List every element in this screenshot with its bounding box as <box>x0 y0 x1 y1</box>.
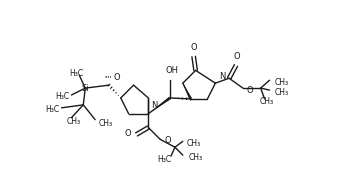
Text: OH: OH <box>165 66 178 75</box>
Text: H₃C: H₃C <box>45 105 60 114</box>
Text: CH₃: CH₃ <box>189 153 203 162</box>
Text: O: O <box>234 51 240 60</box>
Text: Si: Si <box>81 84 89 93</box>
Text: CH₃: CH₃ <box>260 97 273 106</box>
Text: O: O <box>114 73 120 82</box>
Text: O: O <box>125 129 132 138</box>
Text: N: N <box>151 101 158 110</box>
Text: O: O <box>190 43 197 52</box>
Text: '''': '''' <box>104 75 112 81</box>
Text: CH₃: CH₃ <box>99 119 113 128</box>
Polygon shape <box>148 97 171 114</box>
Text: H₃C: H₃C <box>55 93 70 101</box>
Text: CH₃: CH₃ <box>66 117 80 126</box>
Text: CH₃: CH₃ <box>187 139 201 148</box>
Text: CH₃: CH₃ <box>275 88 288 97</box>
Text: O: O <box>247 86 253 95</box>
Text: H₃C: H₃C <box>157 154 171 164</box>
Text: H₃C: H₃C <box>69 69 83 78</box>
Polygon shape <box>183 83 192 100</box>
Text: N: N <box>219 72 226 81</box>
Text: CH₃: CH₃ <box>275 78 288 87</box>
Text: O: O <box>164 136 171 145</box>
